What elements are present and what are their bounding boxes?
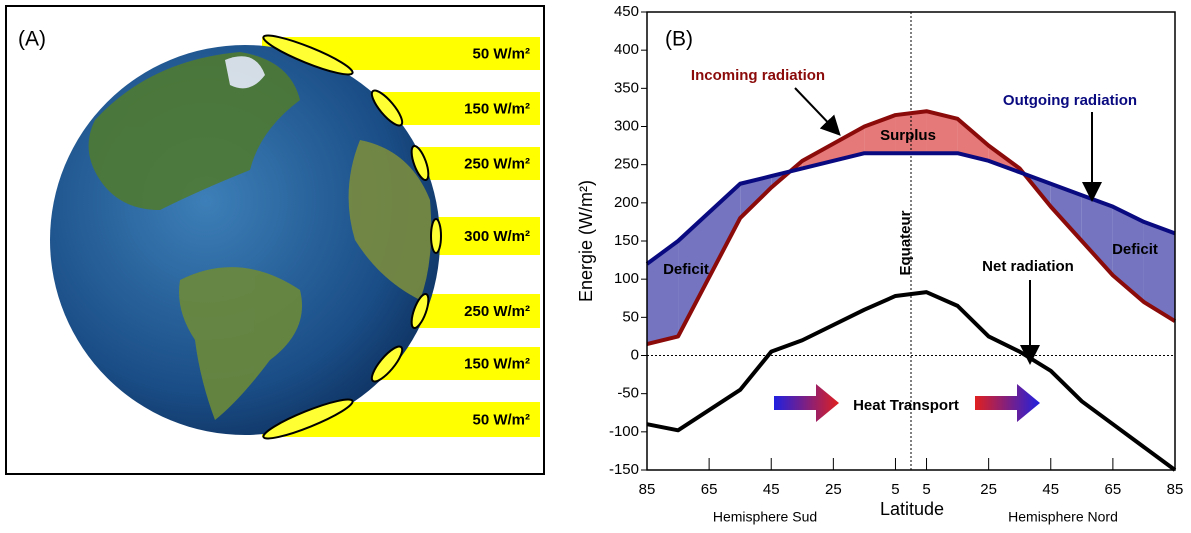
- x-tick-label: 45: [1042, 481, 1059, 498]
- y-tick-label: 200: [614, 194, 639, 211]
- surplus-area: [926, 111, 958, 154]
- y-tick-label: 250: [614, 156, 639, 173]
- panel-label: (A): [18, 28, 46, 51]
- x-tick-label: 85: [1167, 481, 1184, 498]
- annotation-arrow: [794, 87, 841, 136]
- x-tick-label: 25: [825, 481, 842, 498]
- series-line: [646, 109, 1177, 346]
- y-tick-label: 400: [614, 41, 639, 58]
- x-tick-label: 5: [891, 481, 899, 498]
- panel-label: (B): [665, 28, 693, 51]
- flux-label: 150 W/m²: [464, 355, 530, 372]
- deficit-area: [740, 176, 772, 219]
- hemisphere-label: Hemisphere Nord: [1008, 509, 1118, 525]
- x-axis-label: Latitude: [880, 499, 944, 519]
- x-tick-label: 5: [922, 481, 930, 498]
- annotation: Deficit: [663, 261, 709, 278]
- annotation: Net radiation: [982, 258, 1074, 275]
- y-axis-label: Energie (W/m²): [576, 180, 596, 302]
- x-tick-label: 85: [639, 481, 656, 498]
- y-tick-label: 50: [622, 308, 639, 325]
- deficit-area: [1050, 183, 1082, 241]
- annotation: Equateur: [897, 210, 914, 275]
- heat-arrow-right: [975, 384, 1040, 422]
- y-tick-label: -150: [609, 461, 639, 478]
- x-tick-label: 65: [1105, 481, 1122, 498]
- annotation: Incoming radiation: [691, 67, 825, 84]
- y-tick-label: -50: [617, 385, 639, 402]
- heat-arrow-left: [774, 384, 839, 422]
- deficit-area: [678, 183, 741, 337]
- y-tick-label: 350: [614, 79, 639, 96]
- annotation: Heat Transport: [853, 397, 959, 414]
- flux-label: 50 W/m²: [472, 411, 530, 428]
- continents: [88, 52, 432, 420]
- x-tick-label: 25: [980, 481, 997, 498]
- annotation: Outgoing radiation: [1003, 92, 1137, 109]
- surplus-area: [957, 118, 989, 161]
- y-tick-label: 300: [614, 117, 639, 134]
- deficit-area: [1112, 206, 1144, 303]
- y-tick-label: 450: [614, 3, 639, 20]
- y-tick-label: 150: [614, 232, 639, 249]
- series-line: [646, 290, 1177, 472]
- deficit-area: [1081, 195, 1113, 276]
- flux-label: 150 W/m²: [464, 100, 530, 117]
- y-tick-label: -100: [609, 423, 639, 440]
- plot: -150 -100 -50 0 50 100 150 200 250 300 350 400 450 85…: [576, 3, 1184, 525]
- y-tick-label: 0: [631, 346, 639, 363]
- deficit-area: [647, 241, 679, 345]
- hemisphere-label: Hemisphere Sud: [713, 509, 817, 525]
- deficit-area: [1143, 221, 1175, 322]
- flux-label: 250 W/m²: [464, 303, 530, 320]
- x-tick-label: 65: [701, 481, 718, 498]
- y-tick-label: 100: [614, 270, 639, 287]
- x-tick-label: 45: [763, 481, 780, 498]
- annotation: Deficit: [1112, 241, 1158, 258]
- flux-label: 250 W/m²: [464, 155, 530, 172]
- flux-label: 50 W/m²: [472, 45, 530, 62]
- flux-label: 300 W/m²: [464, 228, 530, 245]
- annotation: Surplus: [880, 127, 936, 144]
- flux-ellipses: [262, 34, 442, 440]
